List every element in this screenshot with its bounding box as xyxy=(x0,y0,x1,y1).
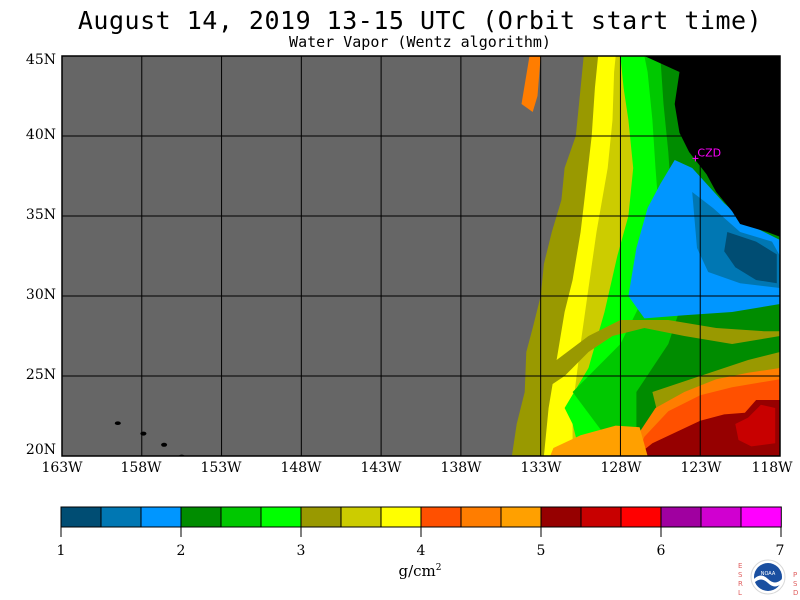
colorbar-tick-1: 1 xyxy=(56,543,66,559)
svg-text:R: R xyxy=(738,580,743,588)
colorbar-swatch xyxy=(420,506,462,528)
colorbar-swatch xyxy=(660,506,702,528)
lat-label-40n: 40N xyxy=(25,127,56,143)
vapor-band xyxy=(521,56,541,112)
colorbar-swatch xyxy=(380,506,422,528)
lon-label-148w: 148W xyxy=(280,460,322,476)
colorbar-swatch xyxy=(700,506,742,528)
vapor-band xyxy=(550,425,648,456)
colorbar-swatch xyxy=(500,506,542,528)
colorbar-tick-4: 4 xyxy=(416,543,426,559)
lon-label-158w: 158W xyxy=(120,460,162,476)
colorbar-tick-3: 3 xyxy=(296,543,306,559)
colorbar-swatch xyxy=(540,506,582,528)
lon-label-133w: 133W xyxy=(520,460,562,476)
lon-label-128w: 128W xyxy=(600,460,642,476)
lon-label-153w: 153W xyxy=(200,460,242,476)
colorbar-swatch xyxy=(180,506,222,528)
station-label-czd: CZD xyxy=(697,146,721,159)
colorbar-tick-5: 5 xyxy=(536,543,546,559)
colorbar-tick-6: 6 xyxy=(656,543,666,559)
colorbar-swatch xyxy=(140,506,182,528)
svg-text:D: D xyxy=(793,589,798,597)
colorbar-swatch xyxy=(340,506,382,528)
colorbar-unit: g/cm2 xyxy=(398,562,442,580)
hawaiian-island xyxy=(161,442,168,447)
colorbar-swatch xyxy=(260,506,302,528)
land-california xyxy=(644,56,780,237)
colorbar-swatch xyxy=(60,506,102,528)
lat-label-35n: 35N xyxy=(25,207,56,223)
lat-label-20n: 20N xyxy=(25,442,56,458)
vapor-band xyxy=(724,232,777,284)
lat-label-30n: 30N xyxy=(25,287,56,303)
colorbar-swatch xyxy=(740,506,782,528)
svg-text:L: L xyxy=(738,589,742,597)
lon-label-163w: 163W xyxy=(41,460,83,476)
lat-label-45n: 45N xyxy=(25,52,56,68)
colorbar-swatch xyxy=(220,506,262,528)
svg-text:NOAA: NOAA xyxy=(761,571,776,577)
vapor-band xyxy=(735,404,776,447)
colorbar-swatch xyxy=(300,506,342,528)
lat-label-25n: 25N xyxy=(25,367,56,383)
colorbar-tick-7: 7 xyxy=(775,543,785,559)
map-title: August 14, 2019 13-15 UTC (Orbit start t… xyxy=(77,6,763,35)
svg-text:S: S xyxy=(793,580,798,588)
colorbar-tick-2: 2 xyxy=(176,543,186,559)
colorbar-swatch xyxy=(100,506,142,528)
svg-text:S: S xyxy=(738,571,743,579)
colorbar-swatch xyxy=(620,506,662,528)
hawaiian-island xyxy=(114,421,121,426)
map-frame xyxy=(61,55,781,457)
lon-label-143w: 143W xyxy=(360,460,402,476)
lon-label-118w: 118W xyxy=(751,460,793,476)
colorbar-swatch xyxy=(580,506,622,528)
lon-label-123w: 123W xyxy=(680,460,722,476)
lon-label-138w: 138W xyxy=(440,460,482,476)
map-subtitle: Water Vapor (Wentz algorithm) xyxy=(289,33,551,51)
colorbar-swatch xyxy=(460,506,502,528)
svg-text:P: P xyxy=(793,571,797,579)
svg-text:E: E xyxy=(738,562,742,570)
